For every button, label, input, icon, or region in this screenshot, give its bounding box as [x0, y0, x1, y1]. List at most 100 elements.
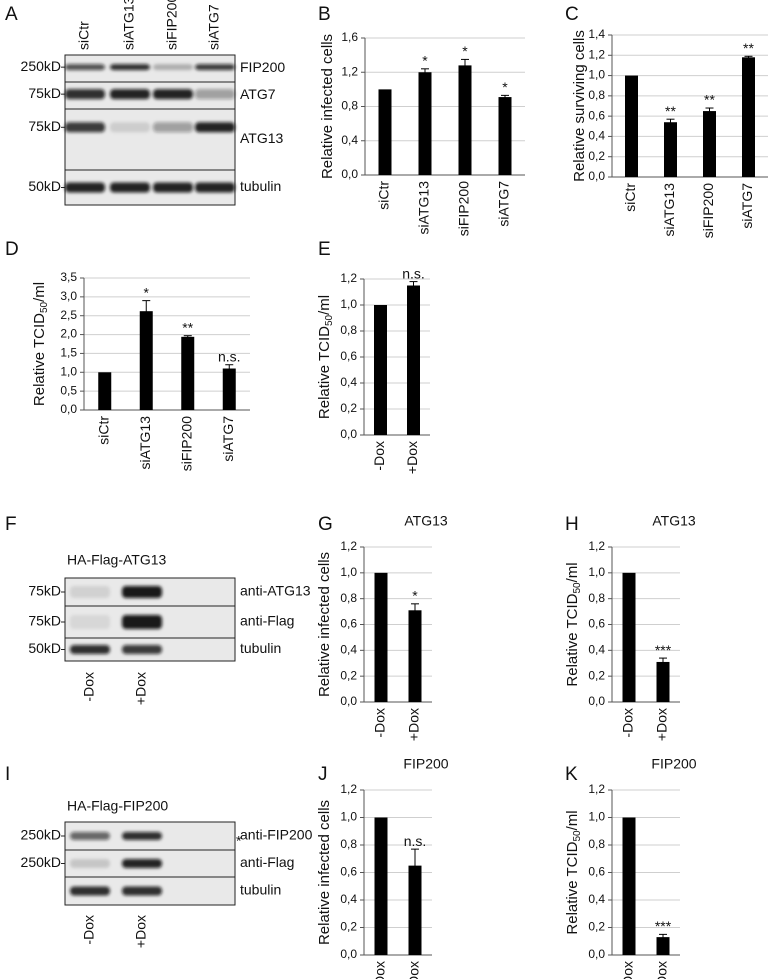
y-axis-label: Relative infected cells — [319, 34, 336, 179]
error-bar — [659, 657, 667, 667]
y-axis-label: Relative TCID50/ml — [316, 295, 335, 419]
size-marker: 50kD — [28, 640, 61, 656]
blot-band — [153, 89, 193, 100]
y-tick-label: 0,4 — [340, 643, 357, 657]
y-tick-label: 0,0 — [341, 167, 358, 181]
y-axis-label: Relative infected cells — [316, 552, 333, 697]
bar — [656, 661, 670, 702]
significance-label: n.s. — [218, 348, 241, 364]
y-tick-label: 0,0 — [588, 169, 605, 183]
y-label-text: /ml — [564, 810, 581, 830]
blot-band — [65, 64, 105, 71]
error-bar — [501, 94, 509, 100]
x-tick-label: siFIP200 — [178, 416, 194, 471]
chart-title: FIP200 — [403, 756, 448, 772]
size-marker: 250kD — [21, 827, 61, 843]
protein-label: tubulin — [240, 640, 281, 656]
protein-label: anti-FIP200 — [240, 827, 313, 843]
x-tick-label: siATG7 — [220, 416, 236, 462]
panel-letter: D — [5, 239, 19, 260]
y-tick-label: 0,4 — [340, 375, 357, 389]
y-tick-label: 3,0 — [60, 289, 77, 303]
lane-label: +Dox — [133, 672, 149, 705]
blot-band — [70, 859, 110, 868]
lane-label: siATG7 — [206, 4, 222, 50]
y-tick-label: 3,5 — [60, 270, 77, 284]
size-marker: 50kD — [28, 178, 61, 194]
lane-label: siATG13 — [121, 0, 137, 50]
blot-band — [195, 122, 235, 133]
protein-label: anti-ATG13 — [240, 583, 311, 599]
lane-label: siCtr — [76, 21, 92, 50]
blot-band — [110, 64, 150, 71]
y-tick-label: 0,4 — [588, 892, 605, 906]
y-tick-label: 1,0 — [340, 565, 357, 579]
bar — [374, 572, 388, 702]
y-tick-label: 0,6 — [588, 617, 605, 631]
error-bar — [409, 281, 418, 290]
x-tick-label: siATG7 — [739, 183, 755, 229]
error-bar — [666, 118, 675, 126]
bar — [374, 305, 387, 435]
panel-letter: E — [318, 239, 331, 260]
blot-band — [70, 886, 110, 896]
protein-label: tubulin — [240, 882, 281, 898]
bar — [703, 111, 716, 177]
error-bar — [183, 335, 192, 339]
bar — [622, 572, 636, 702]
bar — [656, 937, 670, 955]
size-marker: 75kD — [28, 583, 61, 599]
chart-title: ATG13 — [404, 513, 448, 529]
size-marker: 75kD — [28, 118, 61, 134]
bar — [664, 122, 677, 177]
y-tick-label: 0,8 — [340, 837, 357, 851]
error-bar — [705, 107, 714, 115]
y-axis-label: Relative infected cells — [316, 800, 333, 945]
panel-letter: H — [565, 514, 579, 535]
protein-label: tubulin — [240, 178, 281, 194]
significance-label: *** — [655, 918, 672, 934]
x-tick-label: siFIP200 — [700, 183, 716, 238]
bar — [418, 72, 432, 175]
significance-label: n.s. — [402, 265, 425, 281]
y-tick-label: 0,8 — [341, 99, 358, 113]
y-tick-label: 1,2 — [340, 782, 357, 796]
y-label-text: Relative TCID — [316, 326, 333, 419]
y-tick-label: 1,2 — [340, 271, 357, 285]
y-label-text: /ml — [31, 282, 48, 302]
protein-label: FIP200 — [240, 59, 285, 75]
blot-band — [195, 182, 235, 193]
y-tick-label: 0,6 — [588, 865, 605, 879]
y-tick-label: 0,0 — [340, 947, 357, 961]
y-label-subscript: 50 — [572, 830, 583, 842]
y-tick-label: 0,8 — [588, 88, 605, 102]
lane-label: +Dox — [133, 915, 149, 948]
x-tick-label: siCtr — [95, 416, 111, 445]
error-bar — [461, 58, 469, 72]
band-note: * — [236, 833, 242, 849]
y-axis-label: Relative TCID50/ml — [31, 282, 50, 406]
x-tick-label: +Dox — [654, 961, 670, 979]
significance-label: * — [422, 53, 428, 69]
bar — [625, 75, 638, 177]
significance-label: ** — [182, 319, 193, 335]
bar — [498, 97, 512, 175]
bar — [408, 610, 422, 702]
y-tick-label: 1,0 — [588, 810, 605, 824]
blot-band — [70, 586, 110, 598]
x-tick-label: siATG7 — [496, 181, 512, 227]
size-marker: 250kD — [21, 58, 61, 74]
bar — [181, 336, 195, 410]
blot-band — [65, 122, 105, 133]
blot-band — [70, 615, 110, 629]
size-marker: 250kD — [21, 854, 61, 870]
x-tick-label: +Dox — [406, 708, 422, 741]
x-tick-label: siATG13 — [416, 181, 432, 235]
significance-label: * — [462, 43, 468, 59]
panel-letter: J — [318, 764, 328, 785]
y-label-subscript: 50 — [39, 301, 50, 313]
blot-band — [153, 182, 193, 193]
panel-letter: F — [5, 514, 17, 535]
y-label-text: /ml — [564, 562, 581, 582]
y-tick-label: 1,6 — [341, 30, 358, 44]
